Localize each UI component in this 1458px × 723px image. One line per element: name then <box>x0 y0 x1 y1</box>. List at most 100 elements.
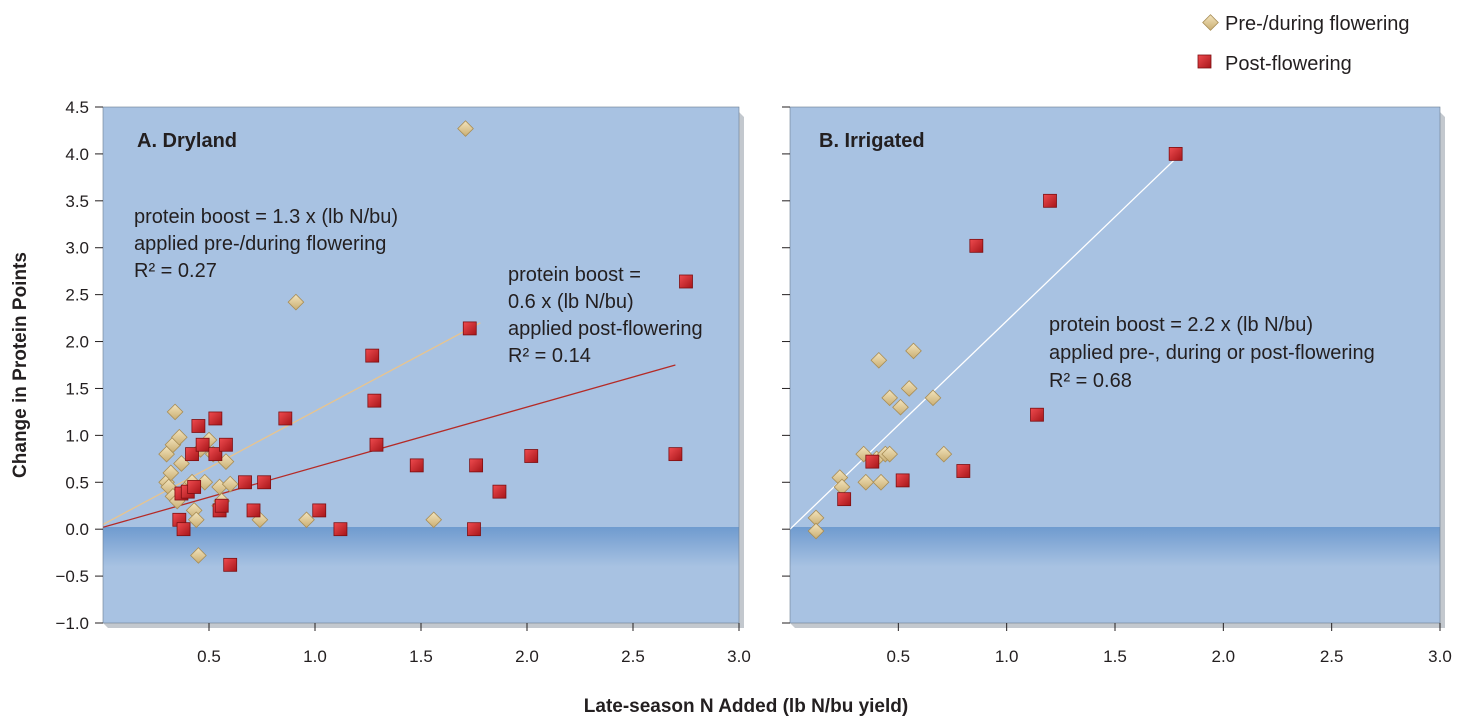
post-flowering-point <box>462 321 477 336</box>
post-flowering-point <box>219 437 233 452</box>
legend: Pre-/during flowering Post-flowering <box>1197 13 1410 75</box>
pre-flowering-point <box>162 464 180 482</box>
post-flowering-point <box>956 464 971 478</box>
post-flowering-point <box>191 419 206 433</box>
pre-flowering-point <box>807 509 825 527</box>
legend-item-post: Post-flowering <box>1197 53 1352 75</box>
annotation-line: protein boost = 2.2 x (lb N/bu) <box>1049 314 1313 336</box>
pre-flowering-point <box>892 398 909 416</box>
post-flowering-point <box>469 458 484 473</box>
y-tick-label: 2.0 <box>65 333 89 352</box>
post-flowering-point <box>278 411 293 426</box>
post-flowering-point <box>312 503 327 518</box>
post-flowering-point <box>1043 193 1057 208</box>
pre-flowering-point <box>287 293 305 311</box>
post-flowering-point <box>246 503 261 518</box>
post-flowering-point <box>223 557 238 572</box>
x-tick-label: 3.0 <box>1428 647 1452 666</box>
y-tick-label: 0.0 <box>65 520 89 539</box>
y-tick-label: −0.5 <box>55 567 89 586</box>
annotation-line: applied pre-/during flowering <box>134 233 386 255</box>
post-flowering-point <box>492 484 507 499</box>
legend-label-post: Post-flowering <box>1225 53 1352 75</box>
post-flowering-point <box>524 449 539 463</box>
pre-flowering-point <box>881 389 899 407</box>
post-flowering-point <box>365 348 380 363</box>
y-tick-label: 4.0 <box>65 145 89 164</box>
annotation-line: protein boost = 1.3 x (lb N/bu) <box>134 206 398 228</box>
plot-area-irrigated <box>790 107 1440 623</box>
post-flowering-point <box>257 475 272 490</box>
axes: 0.5 1.0 1.5 2.0 2.5 3.0 <box>782 106 1452 666</box>
y-tick-label: 3.5 <box>65 192 89 211</box>
pre-flowering-point <box>881 445 899 463</box>
x-tick-label: 1.0 <box>995 647 1019 666</box>
post-flowering-point <box>1168 147 1183 161</box>
y-tick-label: −1.0 <box>55 614 89 633</box>
plot-area-dryland <box>103 107 739 623</box>
pre-flowering-point <box>166 403 184 421</box>
pre-flowering-point <box>935 445 953 463</box>
panel-dryland: 0.5 1.0 1.5 2.0 2.5 3.0 −1.0 −0.5 0.0 0.5 1.0 1.5 2.… <box>55 98 750 666</box>
legend-item-pre: Pre-/during flowering <box>1202 13 1410 35</box>
post-flowering-point <box>208 411 223 426</box>
annotation-pre-fit: protein boost = 1.3 x (lb N/bu) applied … <box>134 206 398 282</box>
post-flowering-point <box>208 447 223 462</box>
x-tick-label: 1.5 <box>409 647 433 666</box>
post-flowering-point <box>333 522 348 537</box>
pre-flowering-point <box>457 120 474 137</box>
pre-flowering-point <box>807 522 825 540</box>
post-flowering-point <box>409 458 424 473</box>
annotation-combined-fit: protein boost = 2.2 x (lb N/bu) applied … <box>1049 314 1375 392</box>
pre-flowering-point <box>298 511 315 529</box>
fit-lines <box>790 158 1177 530</box>
panel-title: A. Dryland <box>137 130 237 152</box>
x-tick-label: 0.5 <box>197 647 221 666</box>
legend-label-pre: Pre-/during flowering <box>1225 13 1410 35</box>
y-tick-label: 1.0 <box>65 426 89 445</box>
annotation-line: R² = 0.68 <box>1049 370 1132 392</box>
post-flowering-point <box>1030 407 1044 422</box>
post-flowering-point <box>837 492 852 507</box>
pre-flowering-point <box>425 511 443 529</box>
pre-flowering-point <box>857 473 875 491</box>
data-points <box>807 147 1183 540</box>
post-flowering-point <box>679 274 693 289</box>
below-zero-band <box>103 527 739 567</box>
post-flowering-point <box>195 437 210 452</box>
annotation-line: applied post-flowering <box>508 318 703 340</box>
x-tick-label: 2.0 <box>1212 647 1236 666</box>
post-flowering-point <box>176 522 191 537</box>
annotation-line: applied pre-, during or post-flowering <box>1049 342 1375 364</box>
pre-flowering-point <box>190 547 207 564</box>
y-tick-label: 1.5 <box>65 379 89 398</box>
pre-flowering-point <box>900 380 918 397</box>
post-flowering-point <box>895 473 910 488</box>
data-points <box>158 120 693 572</box>
annotation-line: 0.6 x (lb N/bu) <box>508 291 634 313</box>
annotation-line: R² = 0.14 <box>508 345 591 367</box>
axes: 0.5 1.0 1.5 2.0 2.5 3.0 −1.0 −0.5 0.0 0.5 1.0 1.5 2.… <box>55 98 750 666</box>
pre-flowering-point <box>187 511 205 529</box>
annotation-line: R² = 0.27 <box>134 260 217 282</box>
pre-flowering-point <box>833 478 851 496</box>
post-flowering-point <box>187 480 202 494</box>
panel-irrigated: 0.5 1.0 1.5 2.0 2.5 3.0 B. Irrigated protein … <box>782 106 1452 666</box>
fit-line <box>790 158 1177 530</box>
x-tick-label: 1.0 <box>303 647 327 666</box>
post-flowering-point <box>467 522 481 537</box>
post-flowering-point <box>668 447 683 462</box>
x-tick-label: 1.5 <box>1103 647 1127 666</box>
y-tick-label: 0.5 <box>65 473 89 492</box>
below-zero-band <box>790 527 1440 567</box>
legend-diamond-marker <box>1202 14 1219 31</box>
post-flowering-point <box>969 238 984 253</box>
panel-title: B. Irrigated <box>819 130 925 152</box>
x-tick-label: 0.5 <box>887 647 911 666</box>
x-tick-label: 3.0 <box>727 647 751 666</box>
x-tick-label: 2.5 <box>1320 647 1344 666</box>
y-tick-label: 4.5 <box>65 98 89 117</box>
pre-flowering-point <box>905 342 922 360</box>
pre-flowering-point <box>870 351 888 369</box>
